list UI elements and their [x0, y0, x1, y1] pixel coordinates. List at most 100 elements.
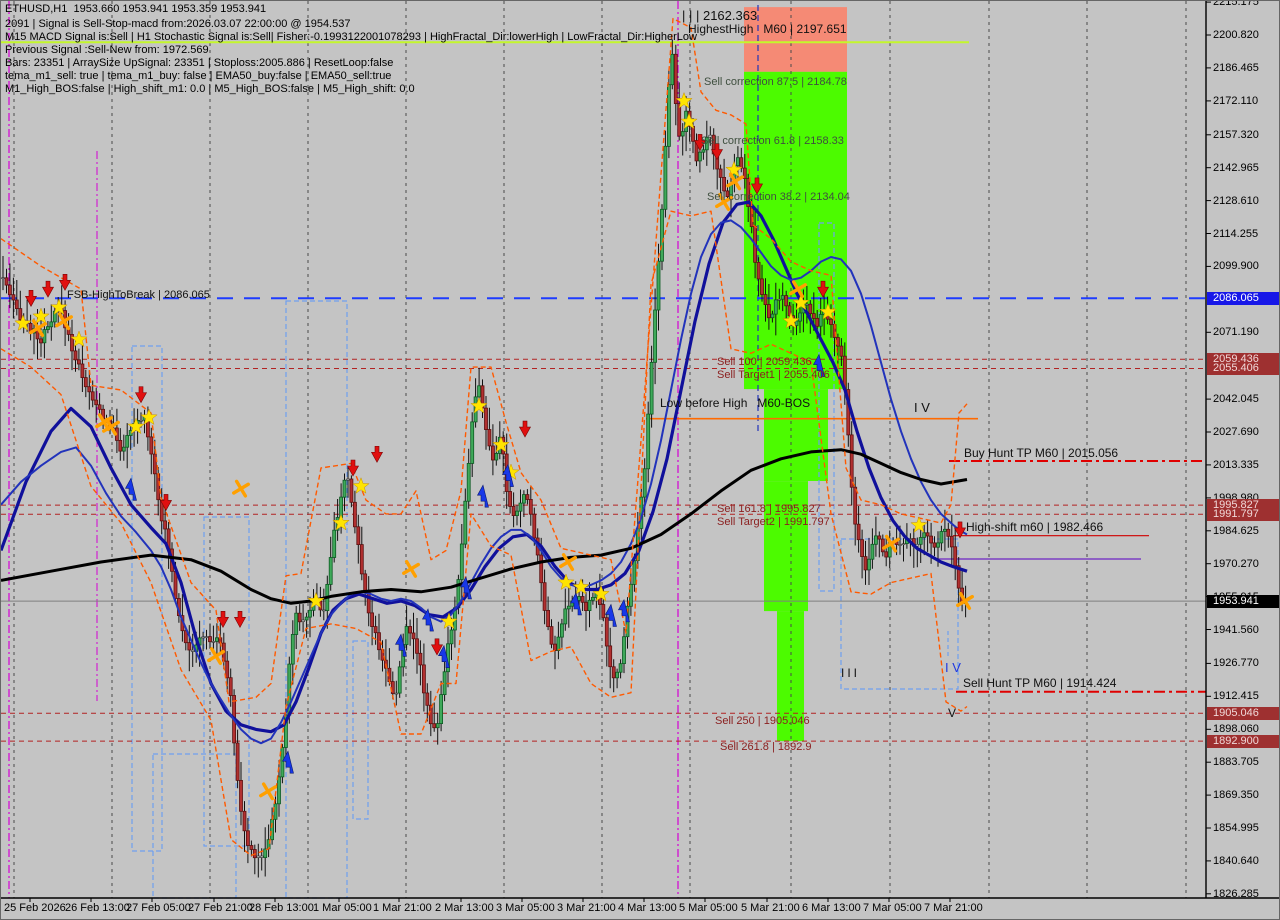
bear-candle	[8, 284, 12, 296]
bear-candle	[604, 617, 609, 647]
exit-cross-icon	[715, 193, 733, 211]
bull-candle	[397, 666, 402, 694]
price-axis-label: 1898.060	[1213, 723, 1259, 735]
bear-candle	[14, 299, 19, 310]
bear-candle	[245, 830, 250, 846]
bull-candle	[663, 145, 668, 210]
bear-candle	[742, 167, 747, 180]
bear-candle	[877, 535, 882, 540]
star-signal-icon	[14, 314, 32, 331]
bear-candle	[39, 338, 43, 344]
star-signal-icon	[792, 293, 810, 311]
bull-candle	[439, 694, 444, 724]
bull-candle	[780, 295, 785, 300]
exit-cross-icon	[95, 413, 113, 432]
time-axis-label: 28 Feb 13:00	[249, 902, 314, 914]
bear-candle	[673, 53, 678, 104]
bear-candle	[4, 277, 9, 286]
price-axis-label: 1970.270	[1213, 558, 1259, 570]
bull-candle	[698, 151, 702, 162]
bull-candle	[522, 494, 526, 504]
tema-ema-flags-line: tema_m1_sell: true | tema_m1_buy: false …	[5, 70, 392, 82]
bull-candle	[798, 312, 802, 322]
bear-candle	[73, 350, 78, 361]
bull-candle	[459, 543, 464, 580]
bear-candle	[11, 294, 16, 301]
sell-arrow-icon	[693, 134, 707, 152]
doji-candle	[259, 855, 264, 858]
chart-annotation: Sell Hunt TP M60 | 1914.424	[963, 676, 1117, 690]
bear-candle	[956, 565, 961, 589]
bear-candle	[97, 404, 102, 410]
bear-candle	[739, 157, 744, 169]
bear-candle	[425, 692, 430, 706]
sell-arrow-icon	[370, 445, 384, 463]
bear-candle	[553, 643, 557, 651]
bear-candle	[760, 278, 764, 295]
bull-candle	[704, 136, 709, 151]
bear-candle	[863, 556, 868, 571]
star-signal-icon	[910, 516, 928, 533]
bull-candle	[290, 634, 295, 665]
bull-candle	[649, 361, 654, 415]
bull-candle	[294, 612, 299, 635]
supply-red-zone	[744, 7, 847, 72]
bull-candle	[622, 636, 626, 665]
buy-arrow-icon	[476, 484, 489, 508]
bull-candle	[277, 776, 281, 805]
bear-candle	[584, 601, 588, 611]
buy-arrow-icon	[281, 750, 294, 774]
bull-candle	[867, 558, 871, 571]
exit-cross-icon	[559, 553, 577, 571]
bear-candle	[880, 538, 885, 553]
bull-candle	[670, 53, 675, 86]
bull-candle	[680, 131, 685, 137]
bear-candle	[352, 501, 357, 528]
bear-candle	[811, 313, 816, 319]
price-axis-label: 1912.415	[1213, 690, 1259, 702]
price-level-badge: 2086.065	[1207, 292, 1279, 305]
bear-candle	[532, 513, 537, 539]
bear-candle	[152, 453, 157, 475]
bear-candle	[808, 303, 813, 315]
star-signal-icon	[680, 112, 698, 130]
price-axis-label: 1984.625	[1213, 525, 1259, 537]
exit-cross-icon	[207, 647, 225, 665]
bear-candle	[77, 359, 81, 365]
sell-arrow-icon	[216, 611, 230, 628]
bear-candle	[542, 582, 547, 611]
bull-candle	[435, 723, 440, 729]
bear-candle	[408, 626, 413, 634]
bear-candle	[932, 542, 937, 548]
star-signal-icon	[32, 307, 50, 325]
price-axis-label: 2027.690	[1213, 426, 1259, 438]
doji-candle	[321, 609, 326, 612]
doji-candle	[346, 478, 350, 481]
bear-candle	[363, 573, 368, 593]
range-box	[203, 516, 250, 847]
bull-candle	[49, 321, 54, 328]
range-box	[152, 753, 237, 899]
price-axis-label: 1941.560	[1213, 624, 1259, 636]
bull-candle	[518, 502, 523, 512]
time-axis-label: 5 Mar 21:00	[741, 902, 800, 914]
star-signal-icon	[725, 160, 743, 178]
exit-cross-icon	[726, 172, 744, 191]
bear-candle	[946, 528, 951, 537]
bear-candle	[490, 445, 495, 461]
bear-candle	[539, 554, 544, 584]
bear-candle	[349, 478, 354, 503]
time-axis-label: 3 Mar 21:00	[557, 902, 616, 914]
time-axis-label: 1 Mar 05:00	[313, 902, 372, 914]
sell-arrow-icon	[233, 611, 247, 628]
bull-candle	[922, 532, 927, 538]
macd-stoch-info-line: M15 MACD Signal is:Sell | H1 Stochastic …	[5, 31, 697, 43]
exit-cross-icon	[956, 592, 974, 610]
star-signal-icon	[140, 408, 158, 425]
bear-candle	[118, 439, 123, 452]
bear-candle	[487, 429, 492, 447]
bull-candle	[660, 208, 664, 262]
time-axis-label: 7 Mar 05:00	[863, 902, 922, 914]
